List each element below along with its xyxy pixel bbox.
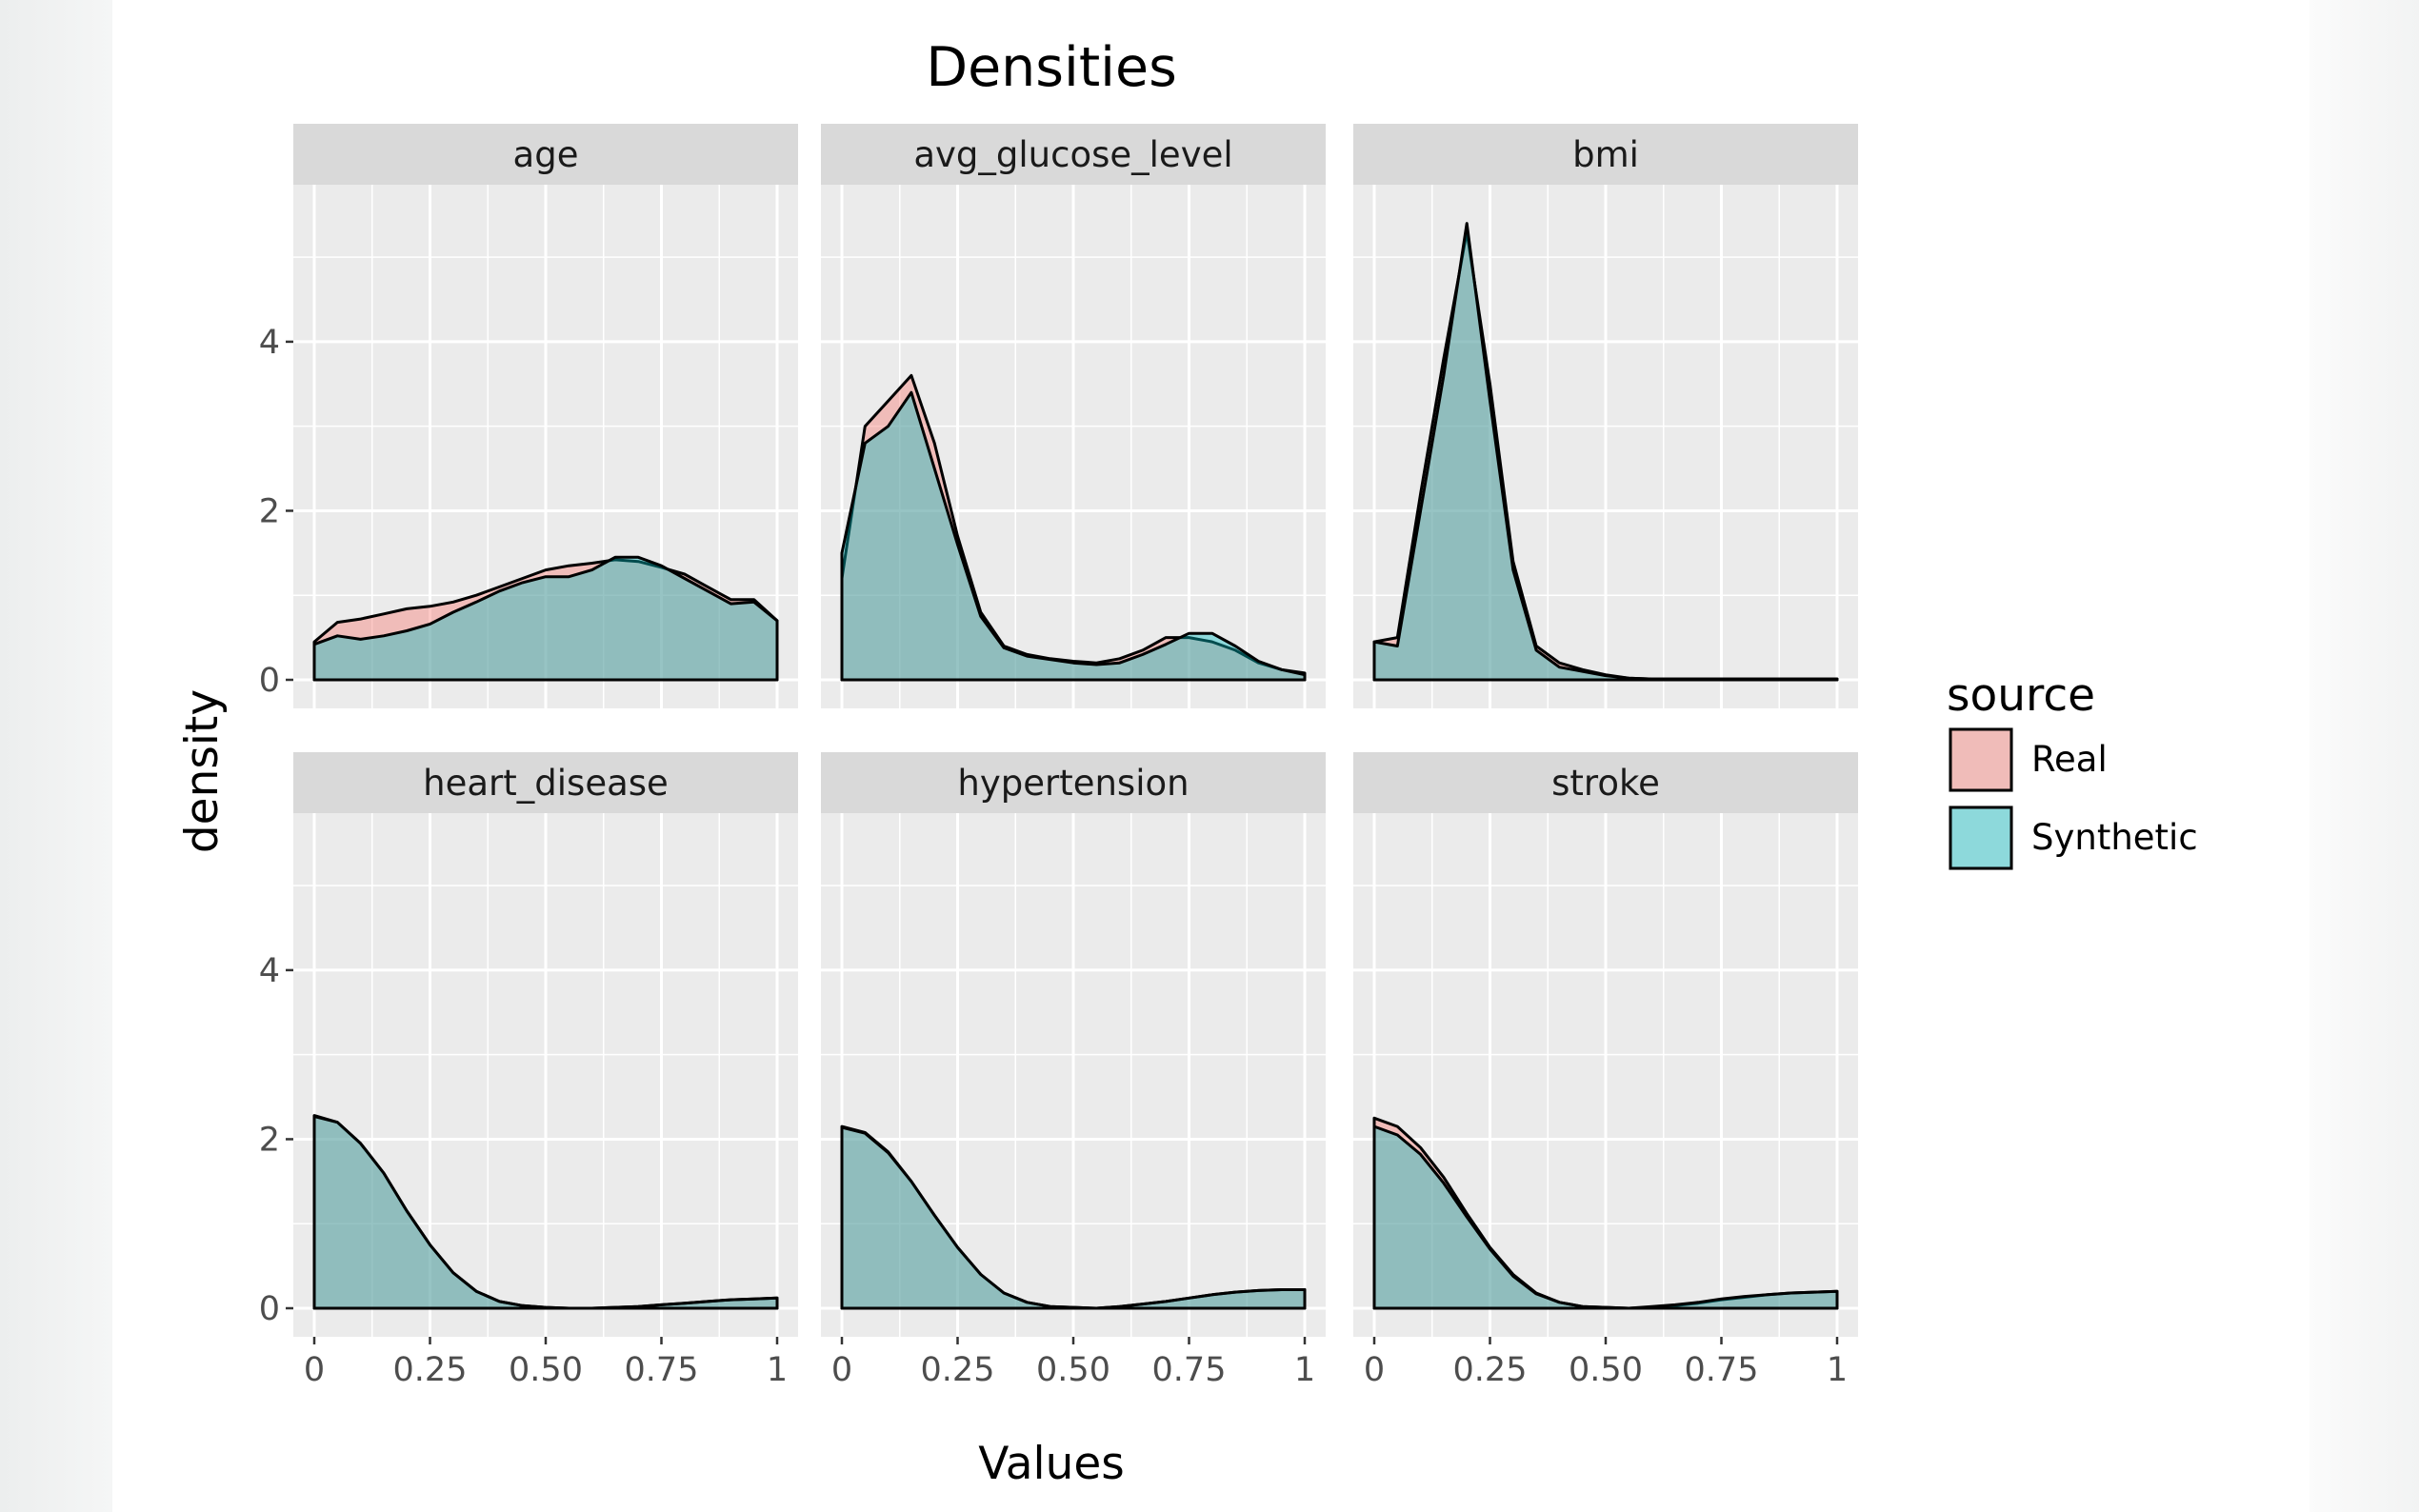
x-axis-title: Values (978, 1438, 1125, 1490)
density-area-synthetic (840, 1125, 1307, 1310)
background-right (2309, 0, 2419, 1512)
x-tick-label: 0.25 (393, 1351, 468, 1389)
x-tick-label: 0.50 (509, 1351, 583, 1389)
chart-title: Densities (926, 36, 1177, 99)
facet-strip-label: hypertension (957, 763, 1189, 804)
x-tick-label: 0 (831, 1351, 852, 1389)
y-tick-label: 2 (259, 492, 280, 530)
x-tick-label: 0.25 (1453, 1351, 1528, 1389)
y-axis-title: density (176, 689, 229, 853)
facet-strip-label: bmi (1572, 134, 1639, 175)
facet-strip-label: age (513, 134, 579, 175)
legend-label-synthetic: Synthetic (2031, 817, 2198, 858)
facet-strip (293, 124, 798, 185)
density-area-real (312, 558, 779, 682)
legend-title: source (1947, 669, 2095, 722)
legend-key-bg (1949, 727, 2013, 792)
density-area-synthetic (312, 555, 779, 682)
y-tick-label: 4 (259, 952, 280, 990)
facet-strip (821, 124, 1326, 185)
x-tick-label: 0.75 (625, 1351, 699, 1389)
facet-strip-label: avg_glucose_level (913, 134, 1232, 175)
x-tick-label: 0.50 (1036, 1351, 1110, 1389)
facet-strip (821, 752, 1326, 813)
facet-strip (1353, 752, 1858, 813)
density-area-synthetic (312, 1115, 779, 1310)
facet-strip-label: heart_disease (423, 763, 669, 804)
facet-strip (1353, 124, 1858, 185)
facet-heart_disease: heart_disease 0 2 4 0 0.25 0.50 0.75 1 (259, 752, 798, 1389)
x-tick-label: 0.25 (921, 1351, 995, 1389)
facet-avg_glucose_level: avg_glucose_level (821, 124, 1326, 708)
facet-bmi: bmi (1353, 124, 1858, 708)
legend-swatch-real (1949, 727, 2013, 792)
x-tick-label: 1 (767, 1351, 788, 1389)
x-tick-label: 0 (1364, 1351, 1385, 1389)
x-tick-label: 0.75 (1152, 1351, 1227, 1389)
legend-label-real: Real (2031, 739, 2108, 780)
x-tick-label: 0 (304, 1351, 325, 1389)
density-area-synthetic (840, 390, 1307, 682)
legend-key-bg (1949, 806, 2013, 870)
x-tick-label: 1 (1294, 1351, 1315, 1389)
x-tick-label: 1 (1827, 1351, 1848, 1389)
density-area-synthetic (1372, 222, 1839, 682)
density-area-synthetic (1372, 1124, 1839, 1310)
background-left (0, 0, 112, 1512)
y-tick-label: 0 (259, 1290, 280, 1328)
y-tick-label: 4 (259, 324, 280, 362)
facet-strip (293, 752, 798, 813)
facet-stroke: stroke 0 0.25 0.50 0.75 1 (1353, 752, 1858, 1389)
x-tick-label: 0.75 (1685, 1351, 1759, 1389)
x-tick-label: 0.50 (1569, 1351, 1643, 1389)
y-tick-label: 0 (259, 662, 280, 700)
facet-strip-label: stroke (1551, 763, 1660, 804)
legend-swatch-synthetic (1949, 806, 2013, 870)
y-tick-label: 2 (259, 1121, 280, 1159)
legend: source Real Synthetic (1947, 669, 2198, 870)
facet-age: age 0 2 4 (259, 124, 798, 708)
facet-hypertension: hypertension 0 0.25 0.50 0.75 1 (821, 752, 1326, 1389)
facet-grid: age 0 2 4 avg_glucose_level bmi heart_disease 0… (259, 124, 1858, 1389)
